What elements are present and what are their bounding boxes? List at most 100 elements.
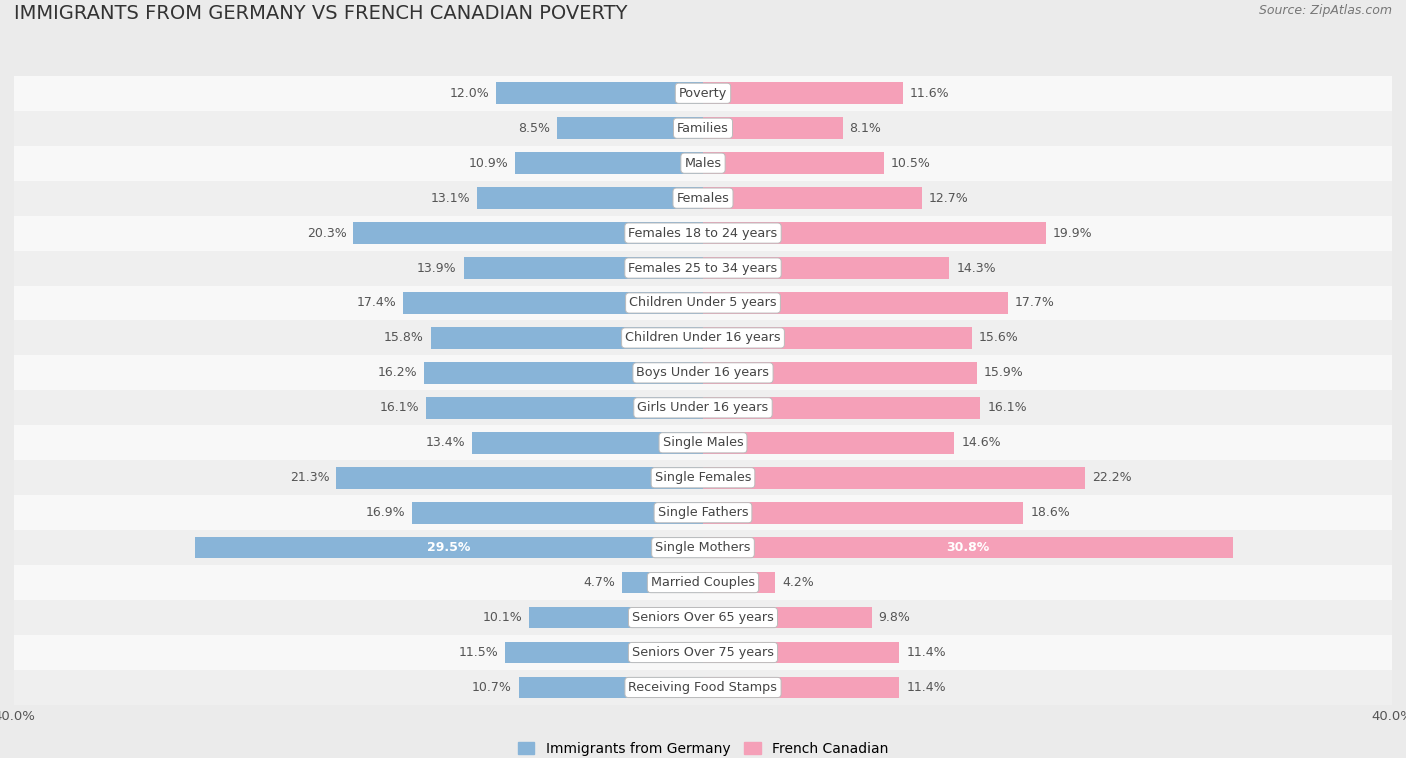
Text: 13.9%: 13.9% [418, 262, 457, 274]
Bar [703, 397, 980, 418]
Text: 16.1%: 16.1% [380, 401, 419, 415]
Text: 19.9%: 19.9% [1053, 227, 1092, 240]
Text: Females 18 to 24 years: Females 18 to 24 years [628, 227, 778, 240]
Text: 4.7%: 4.7% [583, 576, 616, 589]
Bar [703, 222, 1046, 244]
Bar [519, 677, 703, 698]
Bar [14, 76, 1392, 111]
Bar [703, 642, 900, 663]
Text: 12.7%: 12.7% [928, 192, 969, 205]
Text: 13.1%: 13.1% [430, 192, 471, 205]
Text: 11.5%: 11.5% [458, 646, 498, 659]
Bar [14, 600, 1392, 635]
Bar [14, 635, 1392, 670]
Text: 11.4%: 11.4% [907, 681, 946, 694]
Text: Single Mothers: Single Mothers [655, 541, 751, 554]
Text: Receiving Food Stamps: Receiving Food Stamps [628, 681, 778, 694]
Text: Families: Families [678, 122, 728, 135]
Bar [14, 460, 1392, 495]
Bar [529, 606, 703, 628]
Bar [472, 432, 703, 453]
Text: 13.4%: 13.4% [426, 437, 465, 449]
Bar [496, 83, 703, 104]
Text: 16.9%: 16.9% [366, 506, 405, 519]
Bar [515, 152, 703, 174]
Bar [14, 286, 1392, 321]
Bar [505, 642, 703, 663]
Bar [703, 362, 977, 384]
Text: 8.1%: 8.1% [849, 122, 882, 135]
Text: IMMIGRANTS FROM GERMANY VS FRENCH CANADIAN POVERTY: IMMIGRANTS FROM GERMANY VS FRENCH CANADI… [14, 4, 627, 23]
Text: 22.2%: 22.2% [1092, 471, 1132, 484]
Text: 17.4%: 17.4% [357, 296, 396, 309]
Bar [621, 572, 703, 594]
Text: 14.3%: 14.3% [956, 262, 995, 274]
Text: Females 25 to 34 years: Females 25 to 34 years [628, 262, 778, 274]
Bar [14, 215, 1392, 251]
Text: 11.4%: 11.4% [907, 646, 946, 659]
Bar [412, 502, 703, 524]
Text: 11.6%: 11.6% [910, 86, 949, 100]
Bar [703, 572, 775, 594]
Text: 10.7%: 10.7% [472, 681, 512, 694]
Bar [14, 111, 1392, 146]
Bar [14, 251, 1392, 286]
Text: 10.9%: 10.9% [468, 157, 509, 170]
Bar [703, 187, 922, 209]
Bar [703, 606, 872, 628]
Text: 14.6%: 14.6% [962, 437, 1001, 449]
Text: Source: ZipAtlas.com: Source: ZipAtlas.com [1258, 4, 1392, 17]
Text: 15.8%: 15.8% [384, 331, 425, 344]
Text: 20.3%: 20.3% [307, 227, 346, 240]
Text: 16.2%: 16.2% [377, 366, 418, 380]
Bar [703, 432, 955, 453]
Bar [703, 502, 1024, 524]
Bar [14, 390, 1392, 425]
Text: 16.1%: 16.1% [987, 401, 1026, 415]
Bar [703, 257, 949, 279]
Text: 15.9%: 15.9% [984, 366, 1024, 380]
Text: 10.5%: 10.5% [891, 157, 931, 170]
Text: Boys Under 16 years: Boys Under 16 years [637, 366, 769, 380]
Text: Poverty: Poverty [679, 86, 727, 100]
Bar [14, 356, 1392, 390]
Bar [478, 187, 703, 209]
Text: Married Couples: Married Couples [651, 576, 755, 589]
Text: 9.8%: 9.8% [879, 611, 911, 624]
Bar [14, 146, 1392, 180]
Bar [14, 670, 1392, 705]
Text: 29.5%: 29.5% [427, 541, 471, 554]
Bar [426, 397, 703, 418]
Bar [404, 292, 703, 314]
Text: 21.3%: 21.3% [290, 471, 329, 484]
Text: Girls Under 16 years: Girls Under 16 years [637, 401, 769, 415]
Bar [557, 117, 703, 139]
Bar [14, 495, 1392, 530]
Text: Males: Males [685, 157, 721, 170]
Bar [336, 467, 703, 489]
Bar [703, 83, 903, 104]
Text: 10.1%: 10.1% [482, 611, 522, 624]
Bar [703, 467, 1085, 489]
Text: Seniors Over 75 years: Seniors Over 75 years [633, 646, 773, 659]
Bar [425, 362, 703, 384]
Text: Single Fathers: Single Fathers [658, 506, 748, 519]
Bar [353, 222, 703, 244]
Text: Females: Females [676, 192, 730, 205]
Bar [14, 321, 1392, 356]
Text: 18.6%: 18.6% [1031, 506, 1070, 519]
Bar [14, 530, 1392, 565]
Text: 8.5%: 8.5% [517, 122, 550, 135]
Bar [14, 180, 1392, 215]
Text: Seniors Over 65 years: Seniors Over 65 years [633, 611, 773, 624]
Bar [703, 117, 842, 139]
Bar [14, 425, 1392, 460]
Bar [703, 537, 1233, 559]
Bar [14, 565, 1392, 600]
Text: Children Under 16 years: Children Under 16 years [626, 331, 780, 344]
Text: 4.2%: 4.2% [782, 576, 814, 589]
Text: Children Under 5 years: Children Under 5 years [630, 296, 776, 309]
Bar [703, 152, 884, 174]
Text: 17.7%: 17.7% [1015, 296, 1054, 309]
Bar [430, 327, 703, 349]
